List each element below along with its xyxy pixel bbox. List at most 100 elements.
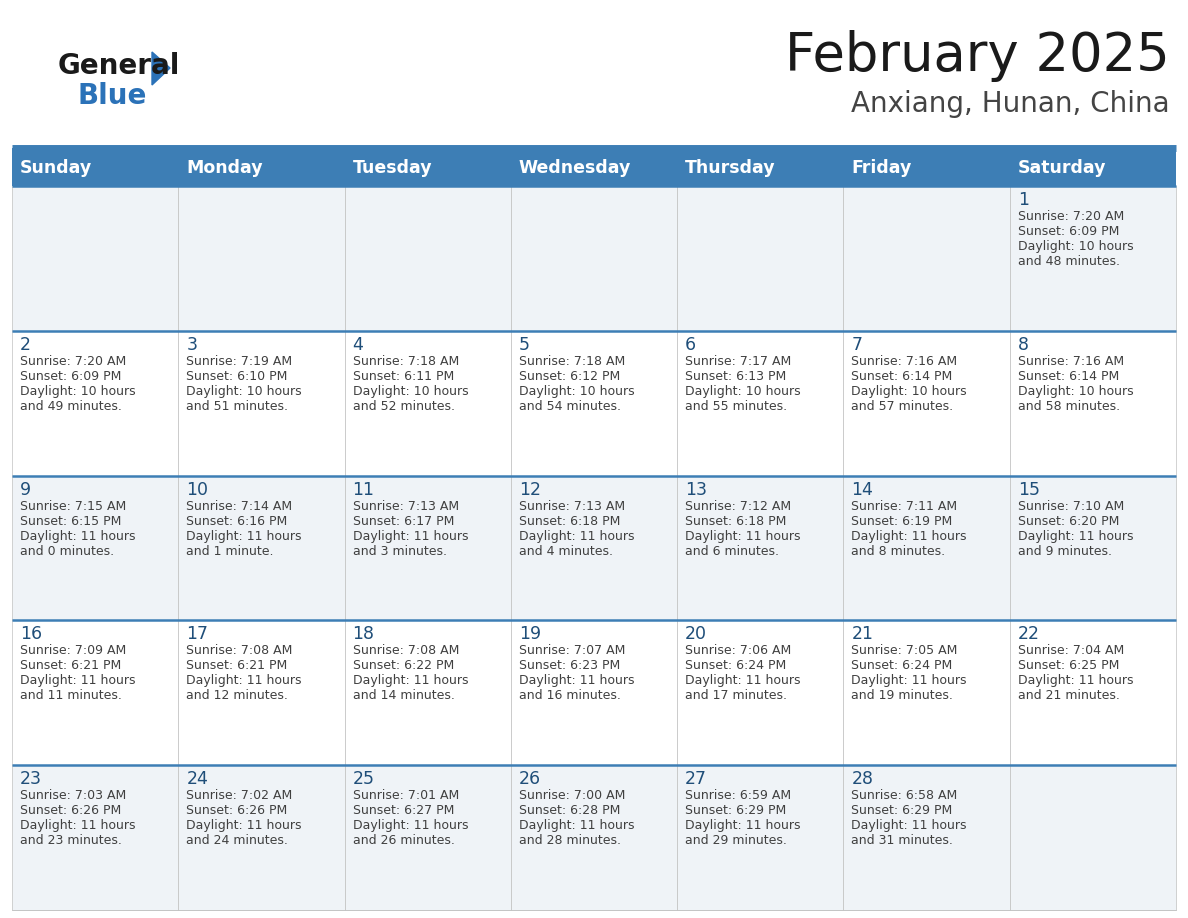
Text: Friday: Friday xyxy=(852,159,912,177)
Bar xyxy=(178,621,345,766)
Text: Sunrise: 7:09 AM: Sunrise: 7:09 AM xyxy=(20,644,126,657)
Text: Daylight: 11 hours: Daylight: 11 hours xyxy=(20,675,135,688)
Text: Daylight: 11 hours: Daylight: 11 hours xyxy=(20,530,135,543)
Bar xyxy=(1010,148,1176,186)
Text: and 51 minutes.: and 51 minutes. xyxy=(187,400,289,413)
Bar xyxy=(178,186,345,330)
Text: 2: 2 xyxy=(20,336,31,353)
Text: Daylight: 11 hours: Daylight: 11 hours xyxy=(353,675,468,688)
Text: General: General xyxy=(58,52,181,80)
Bar xyxy=(178,766,345,910)
Text: Daylight: 11 hours: Daylight: 11 hours xyxy=(1018,530,1133,543)
Text: 21: 21 xyxy=(852,625,873,644)
Text: Thursday: Thursday xyxy=(685,159,776,177)
Text: Sunset: 6:21 PM: Sunset: 6:21 PM xyxy=(187,659,287,672)
Text: 9: 9 xyxy=(20,481,31,498)
Text: and 31 minutes.: and 31 minutes. xyxy=(852,834,953,847)
Text: 19: 19 xyxy=(519,625,541,644)
Bar xyxy=(511,766,677,910)
Text: Daylight: 10 hours: Daylight: 10 hours xyxy=(20,385,135,397)
Bar xyxy=(843,476,1010,621)
Text: Daylight: 11 hours: Daylight: 11 hours xyxy=(519,675,634,688)
Text: Saturday: Saturday xyxy=(1018,159,1106,177)
Text: Sunset: 6:10 PM: Sunset: 6:10 PM xyxy=(187,370,287,383)
Bar xyxy=(345,766,511,910)
Text: Daylight: 11 hours: Daylight: 11 hours xyxy=(187,675,302,688)
Text: Blue: Blue xyxy=(78,82,147,110)
Bar xyxy=(1010,766,1176,910)
Text: 26: 26 xyxy=(519,770,541,789)
Bar xyxy=(511,330,677,476)
Bar xyxy=(843,330,1010,476)
Text: and 1 minute.: and 1 minute. xyxy=(187,544,273,557)
Bar xyxy=(178,330,345,476)
Text: Daylight: 11 hours: Daylight: 11 hours xyxy=(353,530,468,543)
Bar xyxy=(12,148,178,186)
Text: and 14 minutes.: and 14 minutes. xyxy=(353,689,455,702)
Text: Sunrise: 7:08 AM: Sunrise: 7:08 AM xyxy=(187,644,292,657)
Text: 11: 11 xyxy=(353,481,374,498)
Text: and 3 minutes.: and 3 minutes. xyxy=(353,544,447,557)
Text: Sunset: 6:29 PM: Sunset: 6:29 PM xyxy=(685,804,786,817)
Text: Sunset: 6:24 PM: Sunset: 6:24 PM xyxy=(685,659,786,672)
Text: 5: 5 xyxy=(519,336,530,353)
Text: Sunrise: 7:15 AM: Sunrise: 7:15 AM xyxy=(20,499,126,512)
Text: Sunset: 6:19 PM: Sunset: 6:19 PM xyxy=(852,515,953,528)
Text: 3: 3 xyxy=(187,336,197,353)
Bar xyxy=(677,476,843,621)
Text: Sunrise: 7:04 AM: Sunrise: 7:04 AM xyxy=(1018,644,1124,657)
Text: Sunrise: 7:19 AM: Sunrise: 7:19 AM xyxy=(187,354,292,368)
Text: 7: 7 xyxy=(852,336,862,353)
Text: 27: 27 xyxy=(685,770,707,789)
Text: Sunset: 6:16 PM: Sunset: 6:16 PM xyxy=(187,515,287,528)
Bar xyxy=(511,621,677,766)
Text: 28: 28 xyxy=(852,770,873,789)
Text: Sunrise: 6:59 AM: Sunrise: 6:59 AM xyxy=(685,789,791,802)
Bar xyxy=(843,766,1010,910)
Text: Daylight: 11 hours: Daylight: 11 hours xyxy=(685,675,801,688)
Text: Sunrise: 7:05 AM: Sunrise: 7:05 AM xyxy=(852,644,958,657)
Text: Sunset: 6:23 PM: Sunset: 6:23 PM xyxy=(519,659,620,672)
Bar xyxy=(345,476,511,621)
Text: Sunset: 6:22 PM: Sunset: 6:22 PM xyxy=(353,659,454,672)
Text: Sunrise: 7:08 AM: Sunrise: 7:08 AM xyxy=(353,644,459,657)
Text: Sunset: 6:28 PM: Sunset: 6:28 PM xyxy=(519,804,620,817)
Text: 4: 4 xyxy=(353,336,364,353)
Text: Anxiang, Hunan, China: Anxiang, Hunan, China xyxy=(852,90,1170,118)
Bar xyxy=(511,148,677,186)
Bar xyxy=(843,621,1010,766)
Text: Sunrise: 7:10 AM: Sunrise: 7:10 AM xyxy=(1018,499,1124,512)
Text: Sunset: 6:15 PM: Sunset: 6:15 PM xyxy=(20,515,121,528)
Text: February 2025: February 2025 xyxy=(785,30,1170,82)
Text: Sunrise: 7:01 AM: Sunrise: 7:01 AM xyxy=(353,789,459,802)
Text: Tuesday: Tuesday xyxy=(353,159,432,177)
Text: Sunrise: 7:06 AM: Sunrise: 7:06 AM xyxy=(685,644,791,657)
Text: Daylight: 11 hours: Daylight: 11 hours xyxy=(187,819,302,833)
Text: and 21 minutes.: and 21 minutes. xyxy=(1018,689,1119,702)
Text: and 52 minutes.: and 52 minutes. xyxy=(353,400,455,413)
Bar xyxy=(1010,330,1176,476)
Text: Sunset: 6:14 PM: Sunset: 6:14 PM xyxy=(1018,370,1119,383)
Text: Sunrise: 7:12 AM: Sunrise: 7:12 AM xyxy=(685,499,791,512)
Text: Daylight: 11 hours: Daylight: 11 hours xyxy=(852,675,967,688)
Bar xyxy=(677,330,843,476)
Text: Daylight: 11 hours: Daylight: 11 hours xyxy=(685,819,801,833)
Text: Sunrise: 7:02 AM: Sunrise: 7:02 AM xyxy=(187,789,292,802)
Text: and 17 minutes.: and 17 minutes. xyxy=(685,689,788,702)
Text: 20: 20 xyxy=(685,625,707,644)
Bar xyxy=(12,766,178,910)
Text: Sunset: 6:20 PM: Sunset: 6:20 PM xyxy=(1018,515,1119,528)
Text: Daylight: 11 hours: Daylight: 11 hours xyxy=(20,819,135,833)
Bar xyxy=(12,186,178,330)
Text: and 58 minutes.: and 58 minutes. xyxy=(1018,400,1120,413)
Text: Sunset: 6:14 PM: Sunset: 6:14 PM xyxy=(852,370,953,383)
Text: Daylight: 11 hours: Daylight: 11 hours xyxy=(353,819,468,833)
Text: Sunset: 6:26 PM: Sunset: 6:26 PM xyxy=(187,804,287,817)
Text: Daylight: 11 hours: Daylight: 11 hours xyxy=(852,530,967,543)
Text: and 0 minutes.: and 0 minutes. xyxy=(20,544,114,557)
Text: and 12 minutes.: and 12 minutes. xyxy=(187,689,289,702)
Text: Sunset: 6:12 PM: Sunset: 6:12 PM xyxy=(519,370,620,383)
Text: Sunset: 6:18 PM: Sunset: 6:18 PM xyxy=(685,515,786,528)
Text: Sunrise: 7:11 AM: Sunrise: 7:11 AM xyxy=(852,499,958,512)
Text: and 24 minutes.: and 24 minutes. xyxy=(187,834,289,847)
